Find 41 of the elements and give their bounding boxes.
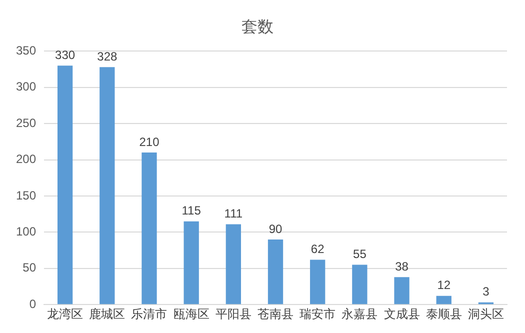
data-label: 12	[437, 278, 451, 292]
bar	[142, 152, 157, 304]
bar	[310, 260, 326, 304]
y-tick-label: 300	[16, 80, 36, 94]
data-label: 115	[182, 204, 202, 218]
x-tick-label: 苍南县	[258, 307, 294, 322]
data-label: 38	[395, 259, 409, 274]
x-tick-label: 泰顺县	[426, 307, 462, 322]
y-tick-label: 200	[16, 152, 36, 166]
x-tick-label: 瓯海区	[173, 307, 210, 322]
bar	[268, 239, 284, 304]
bar	[352, 264, 368, 304]
x-tick-label: 龙湾区	[47, 307, 84, 322]
x-tick-label: 平阳县	[215, 307, 252, 322]
x-tick-label: 洞头区	[468, 307, 504, 322]
data-label: 3	[482, 284, 490, 299]
y-tick-label: 350	[16, 44, 36, 58]
x-tick-label: 文成县	[384, 307, 420, 322]
data-label: 55	[353, 247, 367, 262]
bar	[436, 296, 452, 304]
x-tick-label: 乐清市	[131, 307, 168, 322]
data-label: 330	[55, 48, 76, 62]
bar	[184, 221, 199, 304]
y-tick-label: 0	[29, 296, 36, 311]
bar	[226, 224, 241, 304]
bar	[100, 67, 115, 304]
bar	[394, 277, 410, 304]
x-tick-label: 瑞安市	[300, 307, 336, 322]
y-tick-label: 250	[16, 116, 36, 130]
data-label: 62	[310, 242, 325, 256]
y-tick-label: 50	[22, 260, 36, 275]
bar	[57, 66, 73, 304]
data-label: 210	[139, 134, 160, 149]
chart-title: 套数	[242, 19, 274, 36]
data-label: 328	[97, 49, 118, 64]
data-label: 90	[268, 222, 283, 236]
y-tick-label: 100	[16, 224, 36, 239]
x-tick-label: 永嘉县	[342, 307, 378, 322]
y-tick-label: 150	[16, 188, 36, 202]
data-label: 111	[224, 206, 243, 221]
x-tick-label: 鹿城区	[89, 307, 126, 322]
